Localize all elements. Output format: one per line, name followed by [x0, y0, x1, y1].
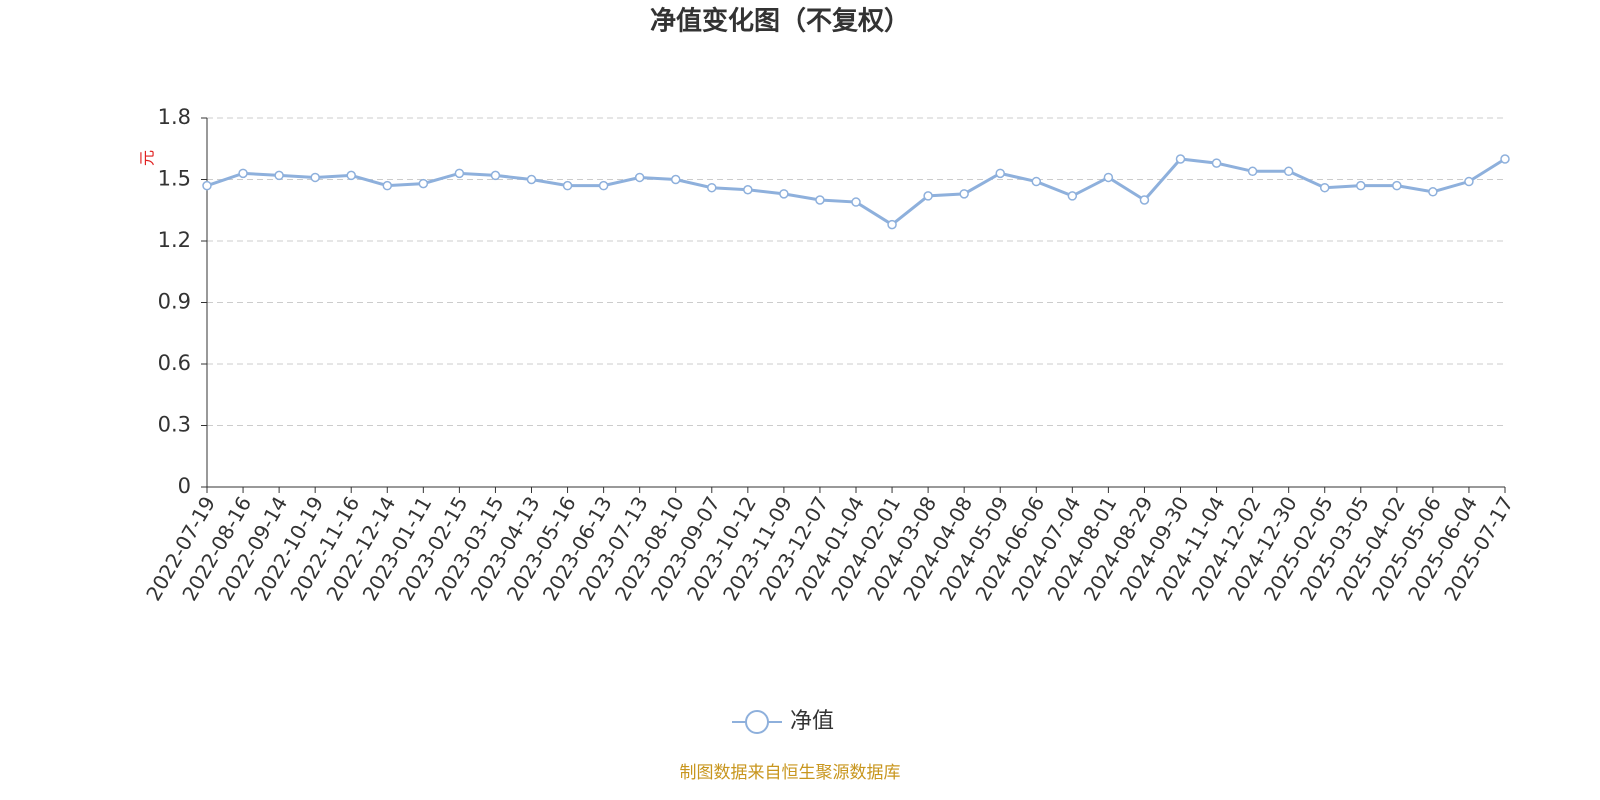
data-point	[1428, 187, 1438, 197]
data-point	[815, 195, 825, 205]
data-point	[1103, 172, 1114, 183]
data-point	[634, 172, 645, 183]
data-point	[346, 170, 356, 181]
data-point	[526, 174, 537, 185]
data-point	[779, 189, 789, 199]
y-tick-label: 0.9	[158, 290, 191, 314]
data-point	[670, 174, 681, 185]
data-point	[995, 168, 1005, 179]
data-point	[490, 170, 501, 181]
data-point	[959, 189, 969, 199]
y-tick-label: 1.2	[158, 228, 191, 252]
data-point	[310, 172, 320, 183]
data-point	[382, 180, 393, 191]
data-point	[1211, 158, 1222, 168]
data-point	[562, 180, 573, 191]
data-point	[1319, 182, 1330, 193]
y-tick-label: 0.3	[158, 413, 191, 437]
data-point	[1392, 180, 1402, 191]
data-point	[923, 191, 933, 201]
data-point	[202, 180, 212, 191]
source-note: 制图数据来自恒生聚源数据库	[680, 763, 901, 783]
data-point	[598, 180, 609, 191]
data-point	[1067, 191, 1078, 201]
legend-label: 净值	[790, 709, 834, 734]
data-point	[274, 170, 284, 181]
data-point	[1464, 176, 1474, 187]
data-point	[1031, 176, 1042, 187]
data-point	[851, 197, 861, 207]
data-point	[1175, 154, 1186, 164]
y-tick-label: 1.8	[158, 105, 191, 129]
data-point	[1500, 154, 1510, 164]
data-point	[887, 219, 897, 230]
data-point	[418, 178, 429, 189]
data-point	[1356, 180, 1366, 191]
legend-marker	[745, 710, 769, 734]
y-axis-label: 元	[138, 150, 157, 166]
y-tick-label: 0	[178, 474, 191, 498]
data-point	[1139, 195, 1150, 205]
data-point	[743, 185, 753, 195]
data-point	[1247, 166, 1258, 177]
data-point	[707, 182, 717, 193]
chart-title: 净值变化图（不复权）	[650, 6, 910, 37]
data-point	[238, 168, 248, 179]
y-tick-label: 0.6	[158, 351, 191, 375]
data-point	[1283, 166, 1294, 177]
data-line	[206, 157, 1506, 227]
y-tick-label: 1.5	[158, 167, 191, 191]
data-point	[454, 168, 465, 179]
